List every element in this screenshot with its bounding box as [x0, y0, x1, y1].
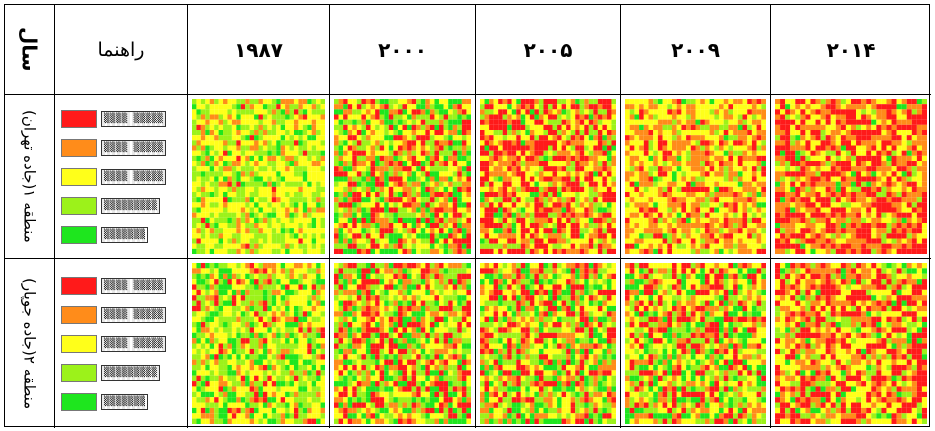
legend: ▒▒▒▒ ▒▒▒▒▒ ▒▒▒▒ ▒▒▒▒▒ ▒▒▒▒ ▒▒▒▒▒ ▒▒▒▒▒▒▒▒▒ ▒… [55, 109, 187, 245]
row-label-region-1-text: منطقه ۱(جاده تهران) [20, 110, 39, 243]
map-cell [476, 259, 621, 428]
classification-map-image [775, 263, 927, 424]
year-column-header-text: سال [17, 27, 42, 72]
legend-column-header: راهنما [55, 5, 188, 95]
year-header-2000: ۲۰۰۰ [330, 5, 476, 95]
legend-label: ▒▒▒▒▒▒▒ [101, 226, 149, 243]
legend-swatch [61, 196, 97, 215]
row-label-region-2-text: منطقه ۲(جاده جوپار) [20, 277, 39, 410]
legend-label: ▒▒▒▒ ▒▒▒▒▒ [101, 277, 167, 294]
legend-label: ▒▒▒▒ ▒▒▒▒▒ [101, 110, 167, 127]
map-cell [330, 95, 476, 259]
legend-cell-region-1: ▒▒▒▒ ▒▒▒▒▒ ▒▒▒▒ ▒▒▒▒▒ ▒▒▒▒ ▒▒▒▒▒ ▒▒▒▒▒▒▒▒▒ ▒… [55, 95, 188, 259]
legend-swatch [61, 334, 97, 353]
legend-label: ▒▒▒▒▒▒▒▒▒ [101, 364, 161, 381]
map-cell [188, 259, 330, 428]
classification-map-image [625, 263, 766, 424]
legend-swatch [61, 225, 97, 244]
legend-label: ▒▒▒▒▒▒▒ [101, 393, 149, 410]
map-cell [476, 95, 621, 259]
map-cell [771, 95, 931, 259]
legend-item: ▒▒▒▒ ▒▒▒▒▒ [61, 167, 181, 187]
legend-label: ▒▒▒▒▒▒▒▒▒ [101, 197, 161, 214]
legend-swatch [61, 305, 97, 324]
classification-map-image [775, 99, 927, 254]
legend-item: ▒▒▒▒▒▒▒▒▒ [61, 363, 181, 383]
legend-swatch [61, 109, 97, 128]
classification-map-image [480, 99, 616, 254]
classification-map-image [334, 263, 471, 424]
legend-swatch [61, 276, 97, 295]
legend-item: ▒▒▒▒▒▒▒ [61, 392, 181, 412]
legend-label: ▒▒▒▒ ▒▒▒▒▒ [101, 168, 167, 185]
legend-item: ▒▒▒▒▒▒▒ [61, 225, 181, 245]
legend-label: ▒▒▒▒ ▒▒▒▒▒ [101, 306, 167, 323]
legend-swatch [61, 138, 97, 157]
year-header-2014: ۲۰۱۴ [771, 5, 931, 95]
legend-item: ▒▒▒▒▒▒▒▒▒ [61, 196, 181, 216]
classification-map-image [334, 99, 471, 254]
map-cell [330, 259, 476, 428]
year-column-header: سال [5, 5, 55, 95]
legend-swatch [61, 392, 97, 411]
legend-item: ▒▒▒▒ ▒▒▒▒▒ [61, 109, 181, 129]
comparison-table: سال راهنما ۱۹۸۷ ۲۰۰۰ ۲۰۰۵ ۲۰۰۹ ۲۰۱۴ منطق… [4, 4, 931, 428]
legend-cell-region-2: ▒▒▒▒ ▒▒▒▒▒ ▒▒▒▒ ▒▒▒▒▒ ▒▒▒▒ ▒▒▒▒▒ ▒▒▒▒▒▒▒▒▒ ▒… [55, 259, 188, 428]
legend: ▒▒▒▒ ▒▒▒▒▒ ▒▒▒▒ ▒▒▒▒▒ ▒▒▒▒ ▒▒▒▒▒ ▒▒▒▒▒▒▒▒▒ ▒… [55, 276, 187, 412]
classification-map-image [192, 99, 325, 254]
map-cell [188, 95, 330, 259]
legend-swatch [61, 167, 97, 186]
year-header-2009: ۲۰۰۹ [621, 5, 771, 95]
classification-map-image [625, 99, 766, 254]
legend-label: ▒▒▒▒ ▒▒▒▒▒ [101, 139, 167, 156]
year-header-2005: ۲۰۰۵ [476, 5, 621, 95]
legend-item: ▒▒▒▒ ▒▒▒▒▒ [61, 138, 181, 158]
legend-item: ▒▒▒▒ ▒▒▒▒▒ [61, 276, 181, 296]
year-header-1987: ۱۹۸۷ [188, 5, 330, 95]
map-cell [621, 259, 771, 428]
map-cell [621, 95, 771, 259]
map-cell [771, 259, 931, 428]
legend-item: ▒▒▒▒ ▒▒▒▒▒ [61, 305, 181, 325]
classification-map-image [480, 263, 616, 424]
row-label-region-2: منطقه ۲(جاده جوپار) [5, 259, 55, 428]
legend-item: ▒▒▒▒ ▒▒▒▒▒ [61, 334, 181, 354]
row-label-region-1: منطقه ۱(جاده تهران) [5, 95, 55, 259]
legend-label: ▒▒▒▒ ▒▒▒▒▒ [101, 335, 167, 352]
legend-swatch [61, 363, 97, 382]
classification-map-image [192, 263, 325, 424]
